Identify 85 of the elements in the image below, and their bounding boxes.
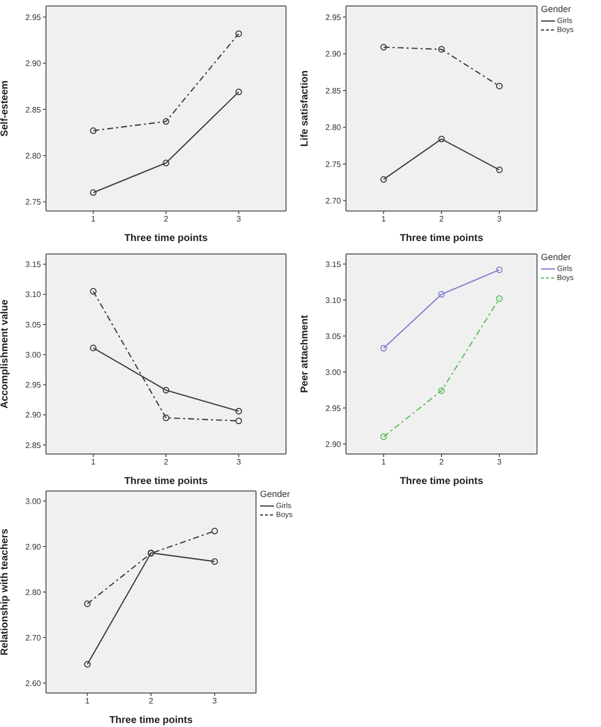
x-tick-label: 2	[439, 214, 444, 224]
point	[496, 295, 503, 302]
point	[496, 82, 503, 90]
y-tick-label: 2.90	[25, 410, 42, 420]
point	[438, 46, 445, 53]
y-tick-label: 3.05	[25, 320, 42, 330]
x-tick-label: 1	[91, 214, 96, 224]
x-tick-label: 1	[381, 458, 386, 467]
x-axis-title: Three time points	[400, 233, 484, 244]
legend-title: Gender	[541, 4, 572, 14]
point	[90, 288, 97, 295]
point	[90, 189, 97, 196]
x-tick-label: 3	[497, 214, 502, 224]
y-tick-label: 3.15	[325, 260, 342, 269]
point	[438, 290, 445, 298]
y-tick-label: 2.90	[25, 59, 42, 68]
point	[380, 44, 387, 50]
legend-title: Gender	[541, 252, 572, 262]
point	[162, 414, 170, 422]
point	[380, 176, 387, 183]
point	[438, 136, 445, 142]
x-tick-label: 3	[236, 214, 242, 224]
y-tick-label: 2.90	[25, 542, 42, 552]
y-tick-label: 2.60	[25, 678, 42, 688]
legend-title: Gender	[260, 489, 292, 499]
y-tick-label: 2.85	[25, 440, 42, 450]
y-tick-label: 2.75	[325, 160, 342, 169]
y-tick-label: 2.75	[25, 198, 42, 207]
y-tick-label: 3.00	[25, 350, 42, 360]
y-tick-label: 2.80	[25, 588, 42, 597]
x-tick-label: 1	[381, 214, 386, 224]
y-tick-label: 3.15	[25, 260, 42, 270]
y-tick-label: 2.95	[325, 404, 342, 413]
x-tick-label: 2	[164, 458, 169, 467]
x-tick-label: 2	[164, 214, 169, 224]
point	[235, 418, 242, 424]
point	[90, 127, 97, 134]
x-axis-title: Three time points	[124, 476, 208, 487]
point	[162, 386, 170, 394]
y-tick-label: 3.10	[325, 296, 342, 305]
x-axis-title: Three time points	[400, 476, 484, 487]
y-tick-label: 3.10	[25, 290, 42, 300]
point	[162, 160, 170, 166]
x-tick-label: 3	[236, 458, 242, 467]
y-tick-label: 2.95	[25, 12, 42, 22]
y-tick-label: 2.95	[325, 12, 342, 22]
x-tick-label: 3	[212, 696, 218, 706]
y-axis-title: Accomplishment value	[0, 299, 11, 408]
y-tick-label: 3.00	[325, 368, 342, 377]
x-tick-label: 2	[148, 696, 154, 706]
point	[235, 30, 242, 38]
y-axis-title: Relationship with teachers	[0, 528, 11, 656]
point	[211, 558, 218, 565]
x-tick-label: 1	[91, 458, 96, 467]
point	[211, 528, 218, 534]
point	[380, 344, 387, 352]
x-axis-title: Three time points	[124, 233, 208, 244]
point	[235, 408, 242, 415]
y-tick-label: 2.90	[325, 440, 342, 449]
point	[380, 433, 387, 440]
x-tick-label: 2	[439, 458, 444, 467]
y-tick-label: 2.85	[25, 105, 42, 114]
x-tick-label: 3	[497, 458, 502, 467]
point	[496, 166, 503, 174]
y-tick-label: 2.70	[325, 196, 342, 206]
y-axis-title: Peer attachment	[300, 314, 311, 393]
point	[84, 661, 91, 668]
x-tick-label: 1	[85, 696, 90, 706]
point	[84, 600, 91, 608]
y-tick-label: 2.95	[25, 380, 42, 390]
point	[496, 266, 503, 274]
point	[438, 387, 445, 394]
y-tick-label: 2.80	[25, 151, 42, 160]
y-tick-label: 2.85	[325, 86, 342, 96]
y-tick-label: 2.70	[25, 633, 42, 642]
point	[90, 344, 97, 352]
point	[235, 88, 242, 96]
y-axis-title: Self-esteem	[0, 80, 11, 137]
y-tick-label: 2.80	[325, 123, 342, 132]
y-axis-title: Life satisfaction	[300, 70, 311, 147]
point	[162, 118, 170, 125]
y-tick-label: 3.05	[325, 332, 342, 341]
x-axis-title: Three time points	[109, 715, 194, 726]
y-tick-label: 2.90	[325, 50, 342, 59]
y-tick-label: 3.00	[25, 496, 42, 506]
